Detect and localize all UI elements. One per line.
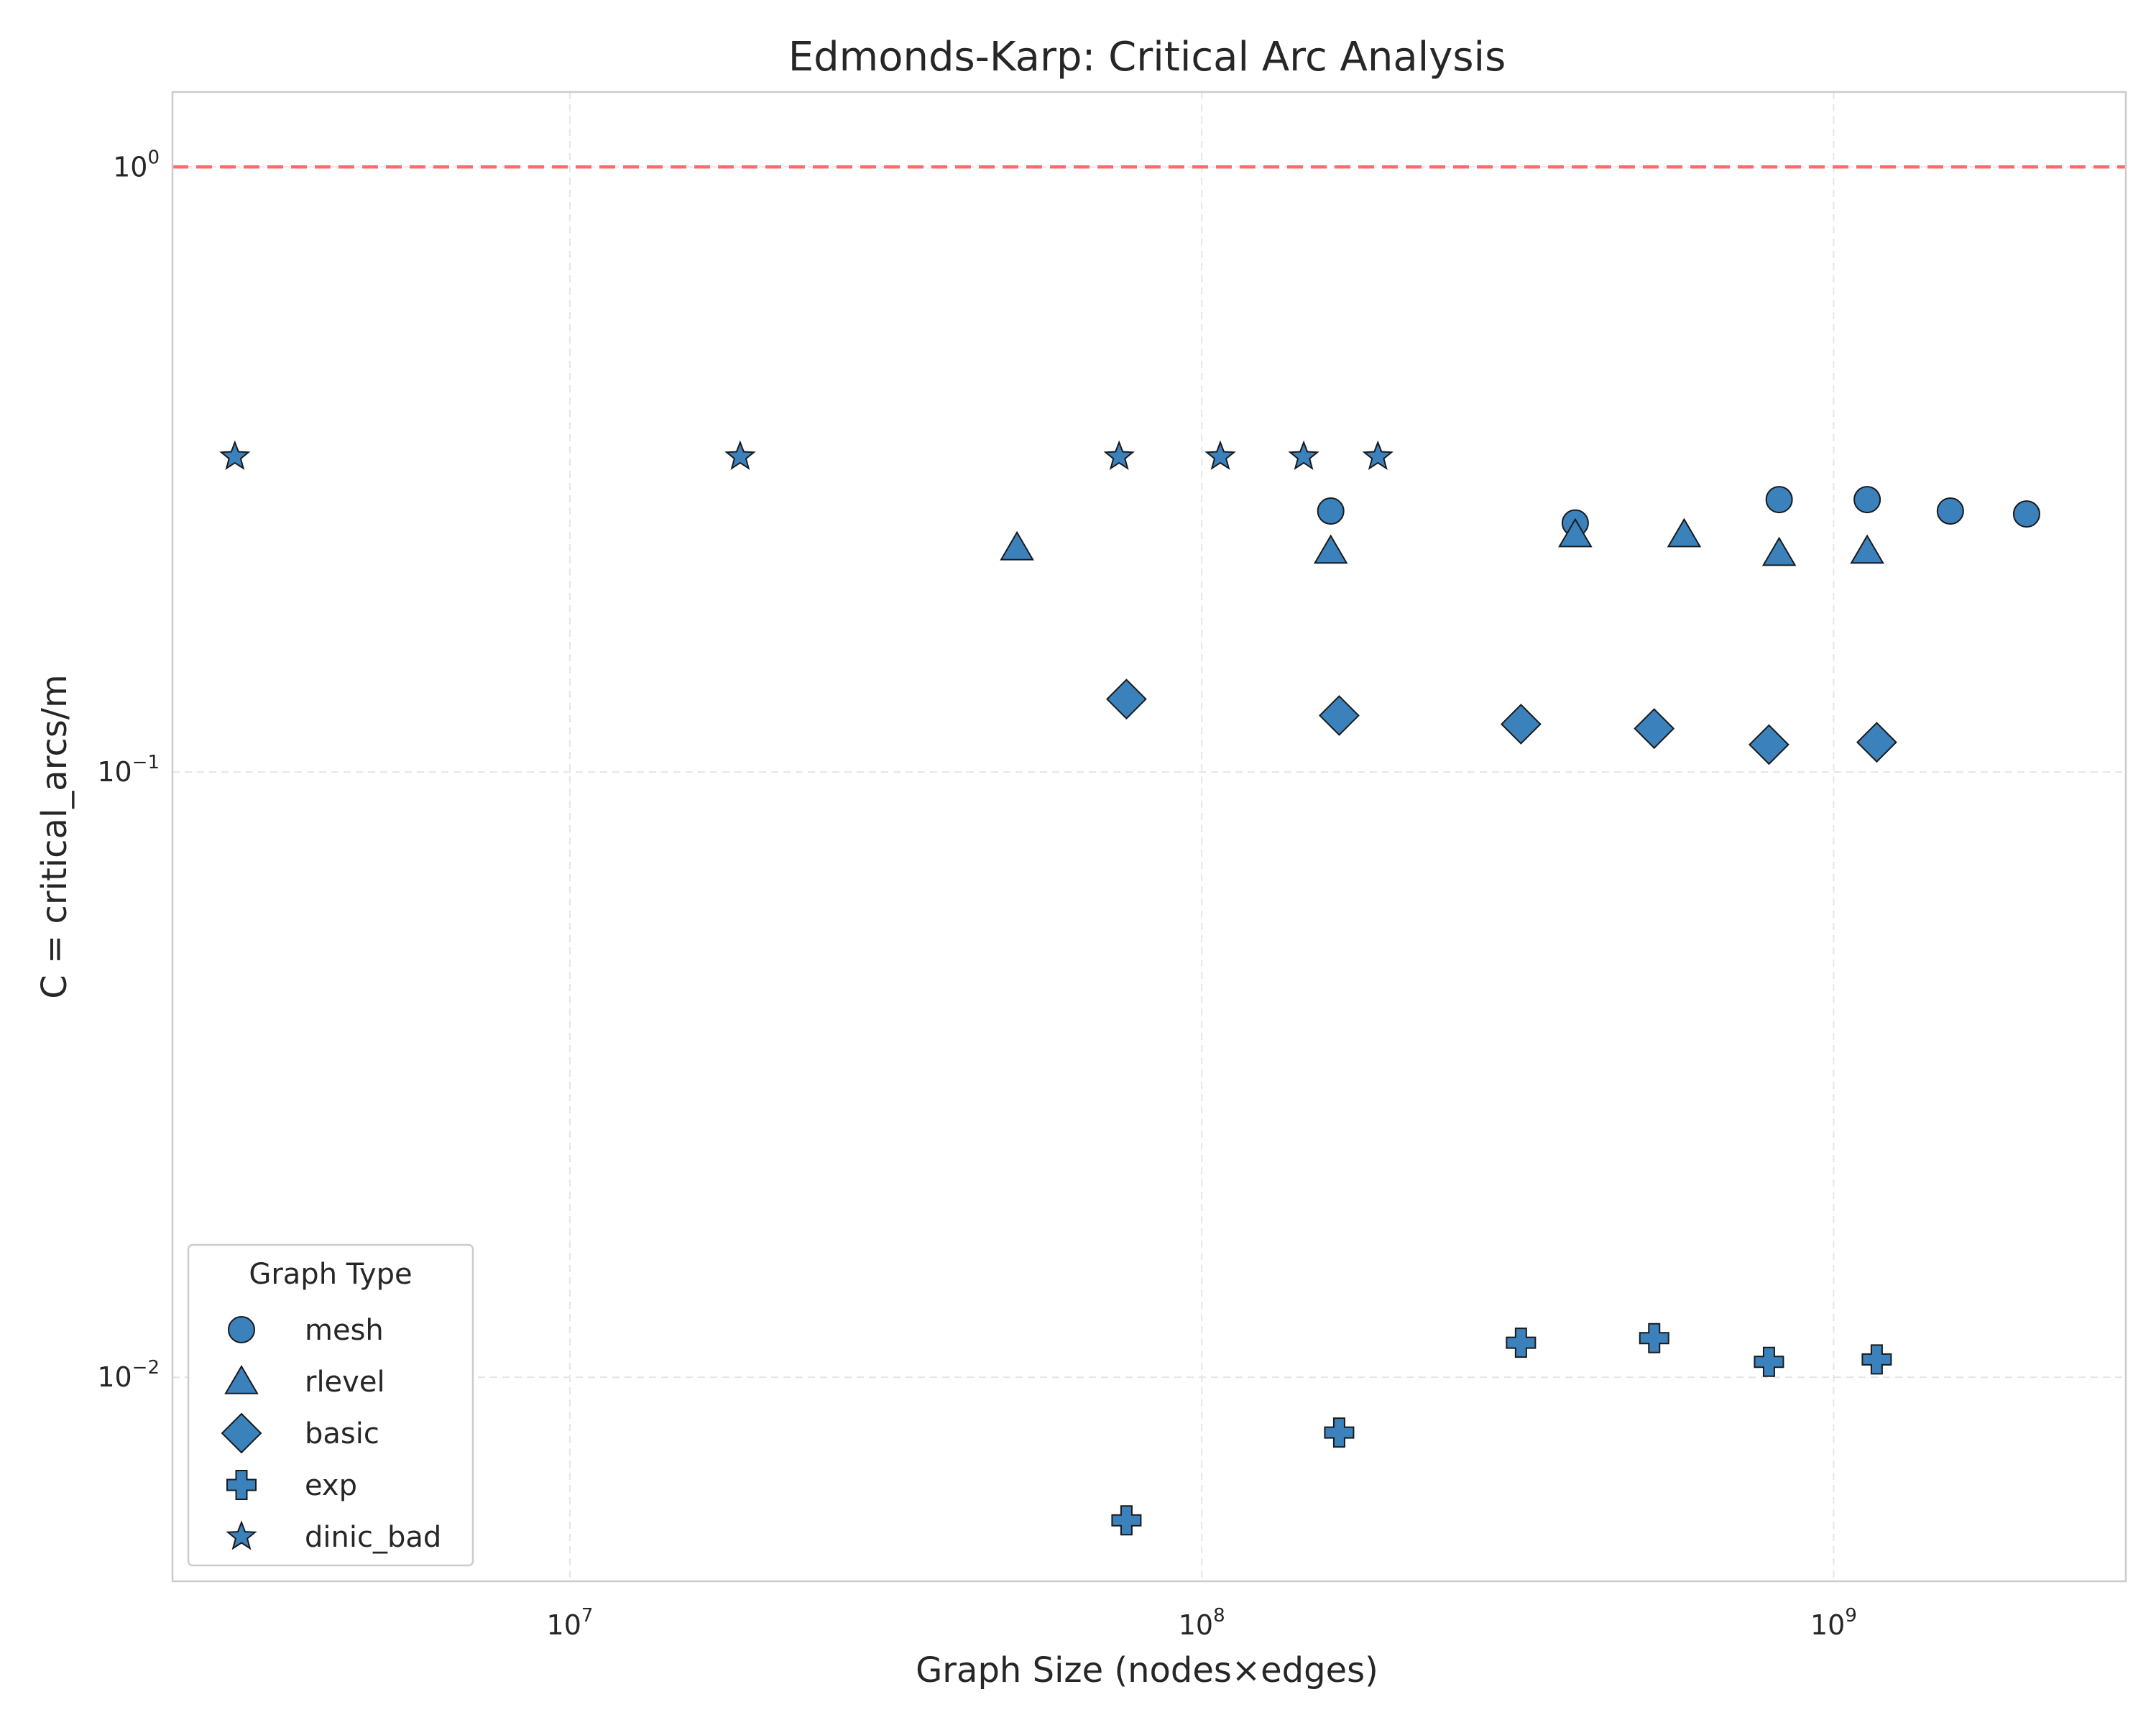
plot-background	[172, 92, 2126, 1581]
exp-point	[1324, 1417, 1355, 1448]
dinic_bad-point	[1204, 440, 1236, 470]
x-tick-label: 108	[1179, 1605, 1225, 1641]
legend-marker-basic	[221, 1412, 262, 1454]
dinic_bad-point	[1288, 440, 1319, 470]
x-axis-label: Graph Size (nodes×edges)	[916, 1650, 1378, 1690]
dinic_bad-point	[219, 440, 251, 470]
chart-title: Edmonds-Karp: Critical Arc Analysis	[788, 34, 1506, 80]
basic-point	[1634, 708, 1675, 750]
rlevel-point	[1761, 536, 1797, 566]
mesh-point	[1765, 486, 1793, 514]
rlevel-point	[1558, 518, 1593, 548]
legend-label-mesh: mesh	[305, 1314, 384, 1347]
plot-area	[171, 91, 2127, 1583]
exp-point	[1111, 1505, 1142, 1536]
dinic_bad-point	[1103, 440, 1135, 470]
dinic_bad-point	[1362, 440, 1393, 470]
exp-point	[1861, 1344, 1892, 1375]
mesh-point	[2012, 500, 2040, 528]
legend-title: Graph Type	[249, 1258, 412, 1291]
legend-marker-exp	[226, 1470, 257, 1500]
legend-marker-rlevel	[224, 1365, 259, 1394]
y-axis-label: C = critical_arcs/m	[34, 674, 75, 998]
legend-label-dinic_bad: dinic_bad	[305, 1521, 441, 1554]
y-tick-label: 10−1	[97, 752, 160, 788]
exp-point	[1754, 1346, 1784, 1377]
y-axis-ticks: 100 10−1 10−2	[97, 147, 160, 1393]
mesh-point	[1853, 486, 1881, 514]
legend-box	[187, 1243, 474, 1567]
basic-point	[1319, 695, 1360, 736]
basic-point	[1106, 678, 1147, 720]
x-tick-label: 109	[1810, 1605, 1857, 1641]
legend: Graph Type mesh rlevel basic exp dinic_bad	[187, 1243, 474, 1567]
rlevel-point	[1313, 534, 1348, 564]
plot-frame	[171, 91, 2127, 1583]
rlevel-point	[1667, 518, 1702, 548]
basic-point	[1749, 724, 1789, 765]
rlevel-point	[1000, 530, 1034, 561]
basic-point	[1500, 704, 1542, 745]
dinic_bad-point	[724, 440, 756, 470]
exp-point	[1506, 1328, 1537, 1358]
legend-label-basic: basic	[305, 1417, 379, 1450]
legend-marker-mesh	[228, 1316, 255, 1343]
y-tick-label: 10−2	[97, 1357, 160, 1393]
legend-marker-dinic_bad	[226, 1520, 257, 1550]
mesh-point	[1936, 497, 1964, 525]
basic-point	[1856, 722, 1897, 763]
exp-point	[1639, 1322, 1669, 1353]
mesh-point	[1317, 497, 1345, 525]
y-tick-label: 100	[113, 147, 160, 183]
rlevel-point	[1850, 534, 1884, 564]
legend-label-rlevel: rlevel	[305, 1366, 385, 1399]
x-tick-label: 107	[547, 1605, 594, 1641]
legend-items: mesh rlevel basic exp dinic_bad	[221, 1314, 441, 1554]
x-axis-ticks: 107 108 109	[547, 1605, 1857, 1641]
data-points	[219, 440, 2040, 1536]
legend-label-exp: exp	[305, 1469, 357, 1502]
